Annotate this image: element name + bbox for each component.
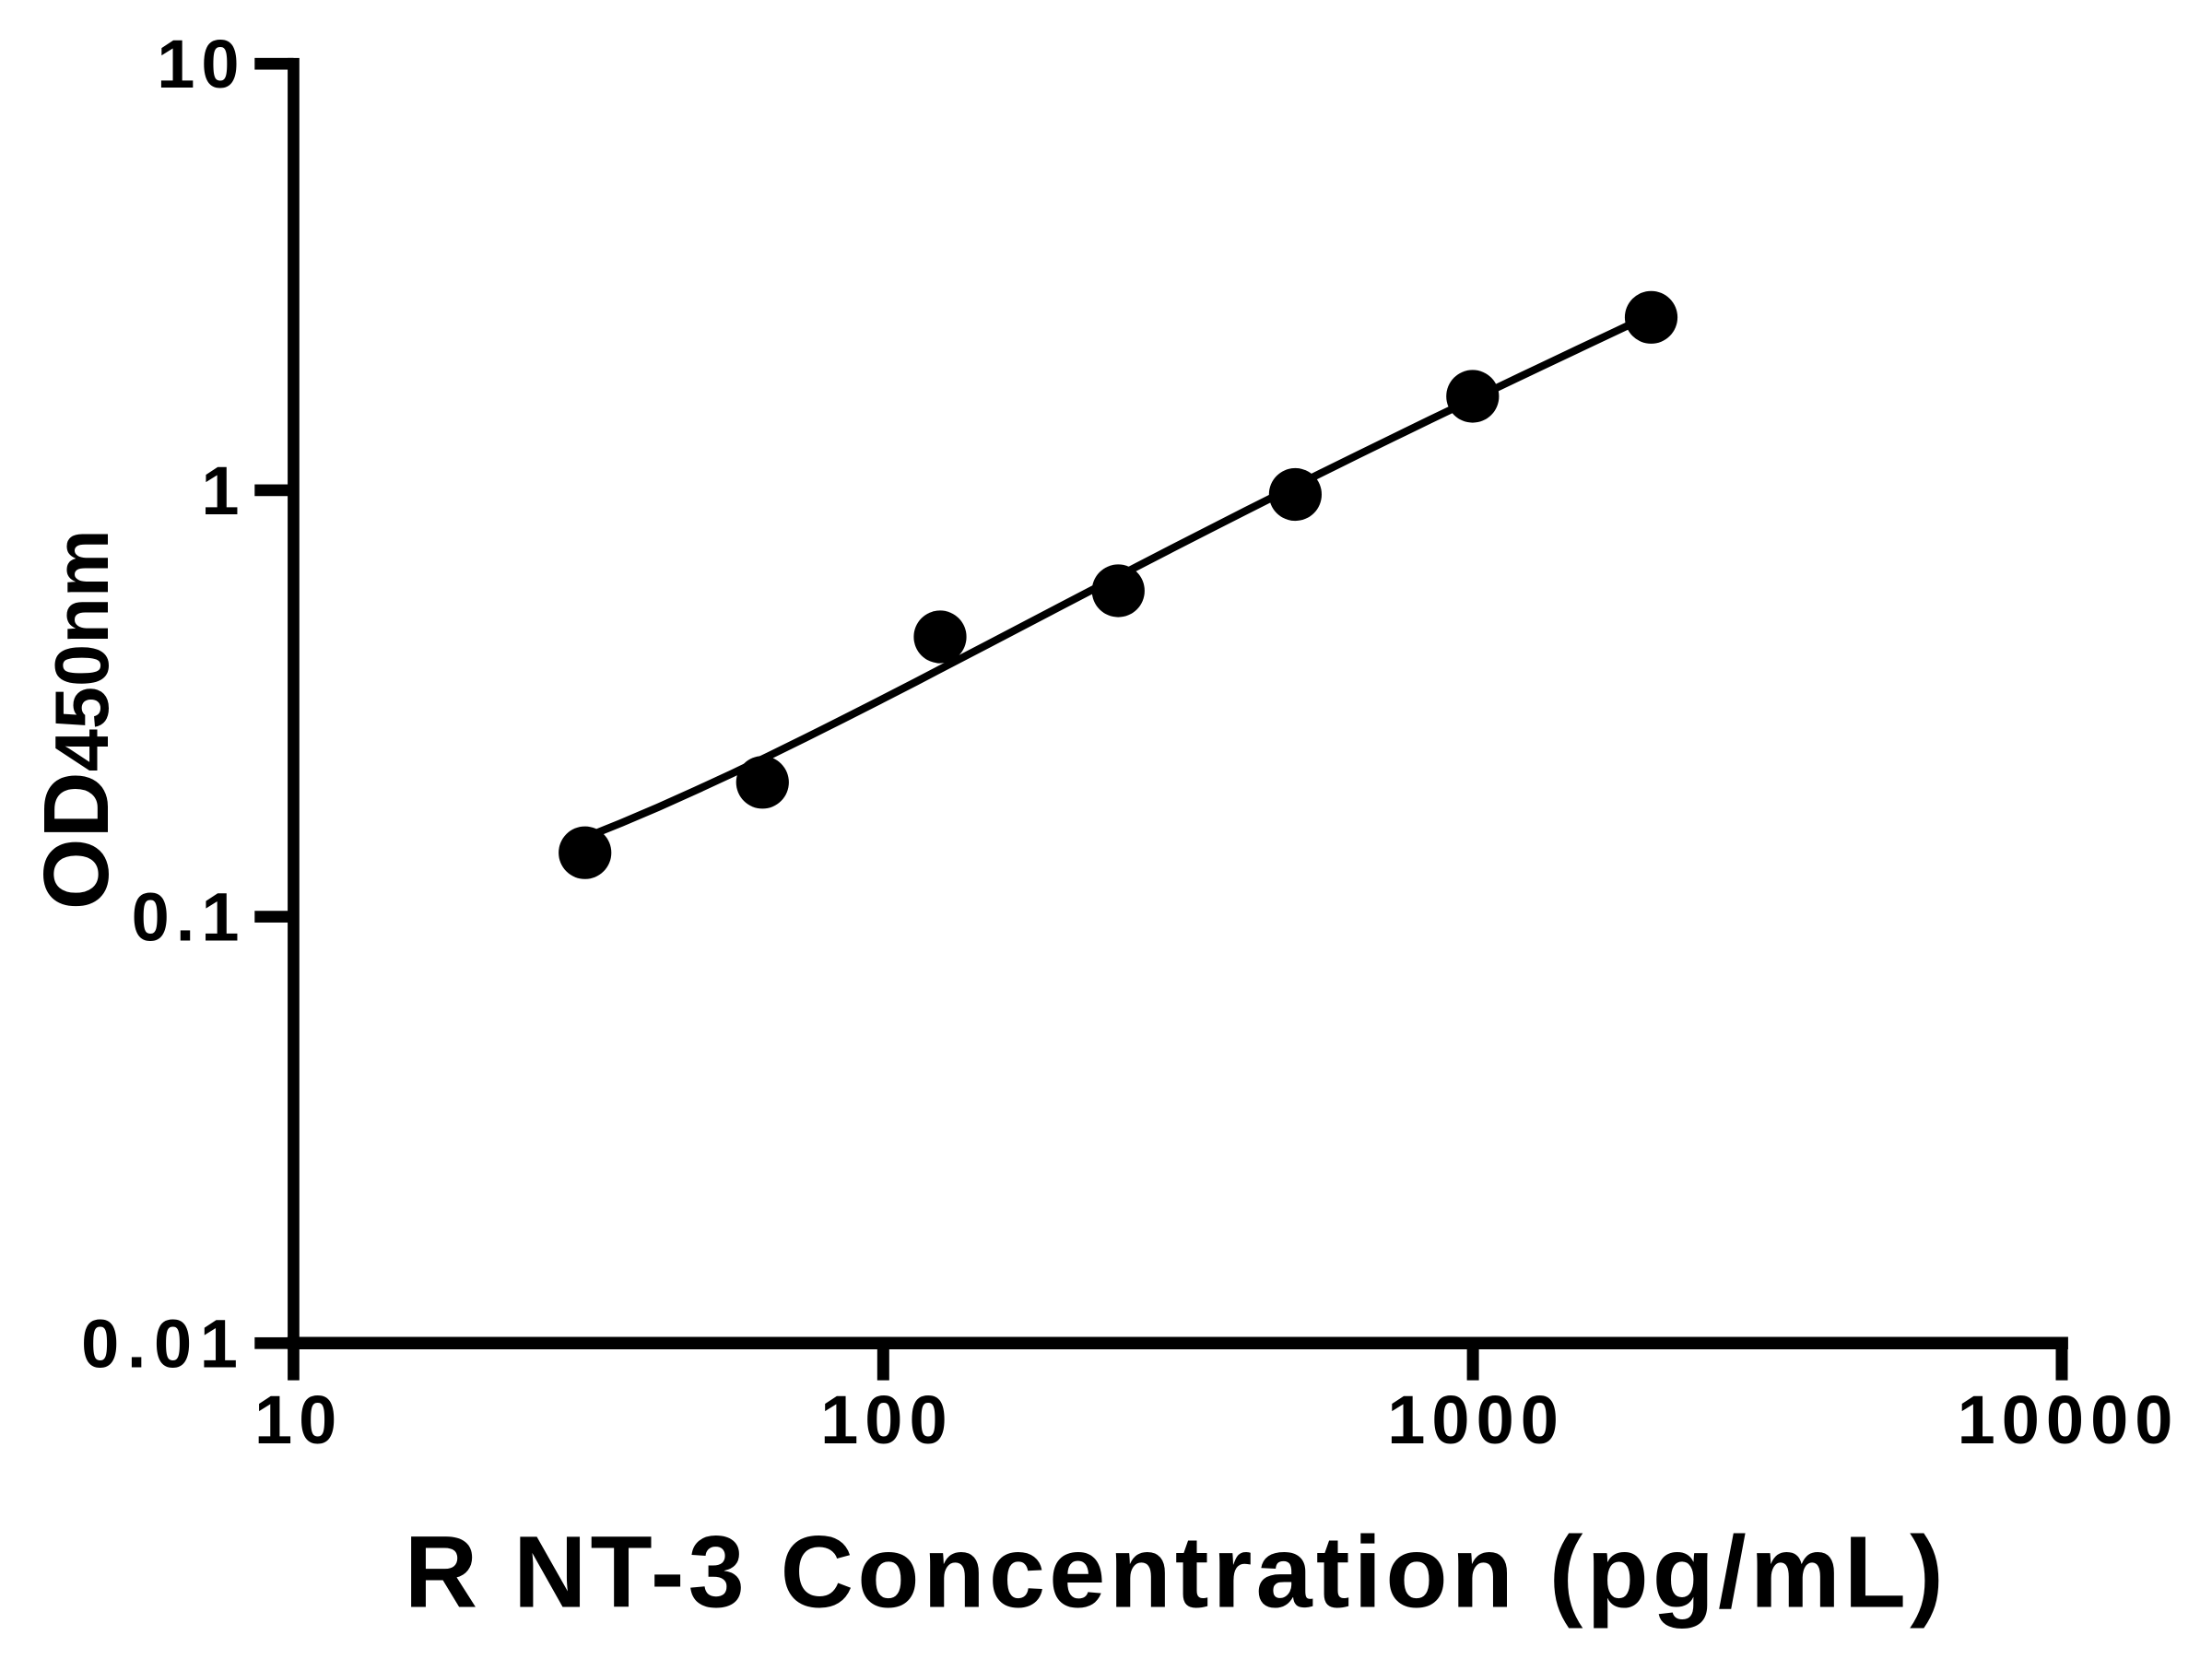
svg-text:R NT-3 Concentration (pg/mL): R NT-3 Concentration (pg/mL) [405,1515,1947,1629]
svg-text:10: 10 [157,26,245,102]
svg-text:1: 1 [201,453,245,529]
svg-text:1000: 1000 [1387,1382,1565,1458]
svg-text:0.1: 0.1 [132,879,246,956]
svg-text:0.01: 0.01 [81,1305,245,1382]
svg-text:OD450nm: OD450nm [25,529,128,910]
svg-text:100: 100 [820,1382,953,1458]
svg-text:10: 10 [254,1382,343,1458]
svg-text:10000: 10000 [1958,1382,2180,1458]
